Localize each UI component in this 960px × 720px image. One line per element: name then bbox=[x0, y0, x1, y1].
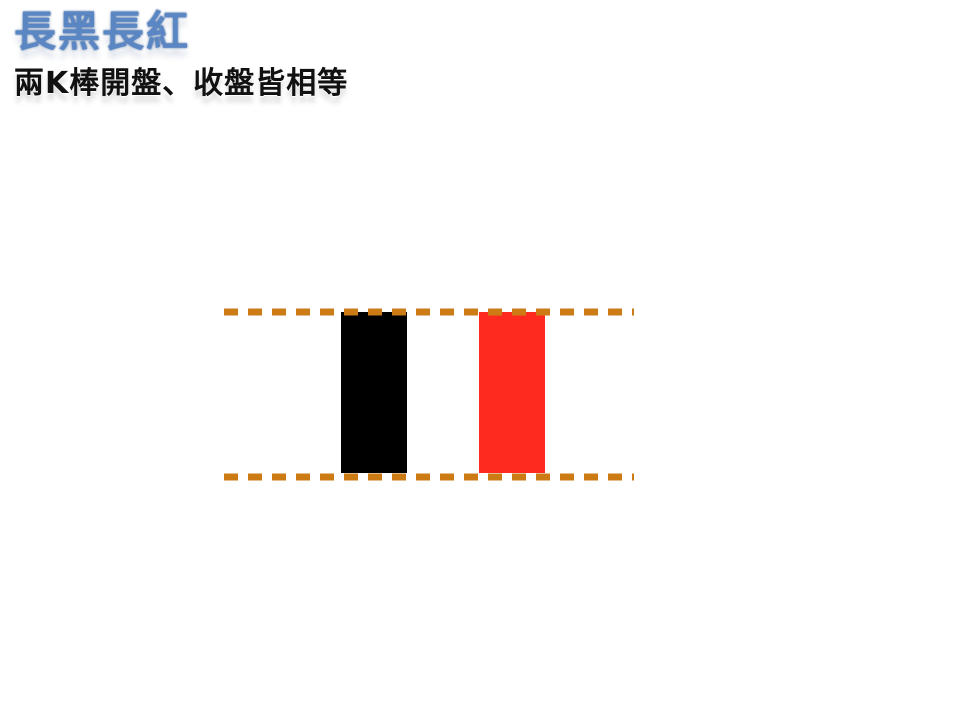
slide-title: 長黑長紅 bbox=[14, 7, 191, 56]
long-black-candle bbox=[341, 312, 407, 473]
slide-subtitle: 兩K棒開盤、收盤皆相等 bbox=[14, 66, 349, 101]
long-red-candle bbox=[479, 312, 545, 473]
